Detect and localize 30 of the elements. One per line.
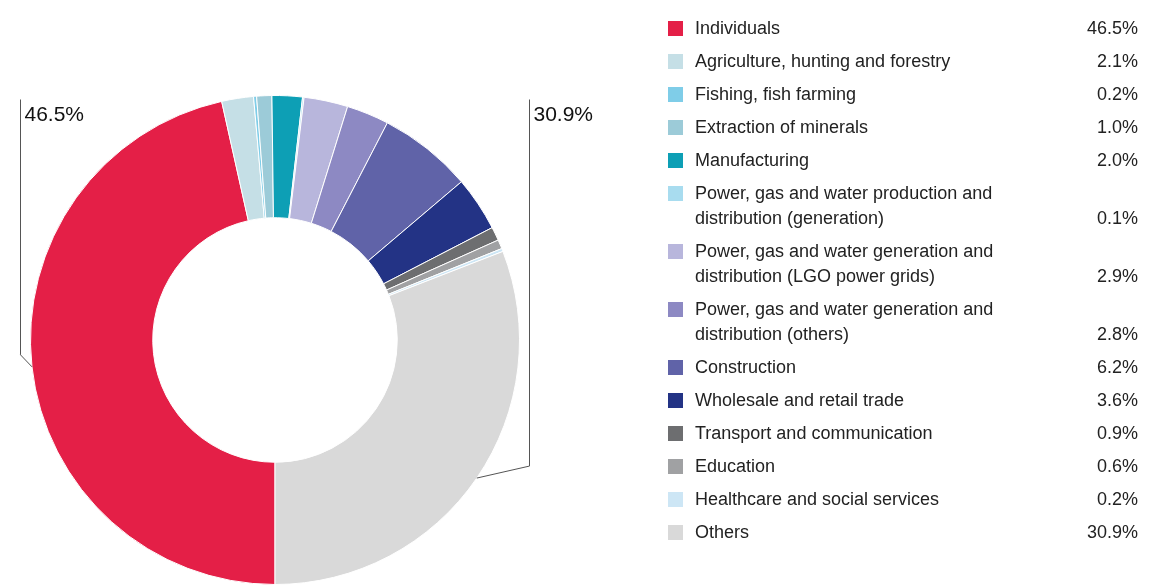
legend-label: Power, gas and water generation and distribution (LGO power grids) <box>695 240 995 288</box>
legend-label: Individuals <box>695 17 782 40</box>
text: 46.5% <box>1086 18 1138 38</box>
legend-label: Construction <box>695 356 798 379</box>
data-label: 6.2% <box>1095 356 1138 379</box>
legend-label: Others <box>695 521 751 544</box>
legend-label: Extraction of minerals <box>695 116 870 139</box>
legend-label: Manufacturing <box>695 149 811 172</box>
data-label: 0.6% <box>1095 455 1138 478</box>
legend-label: Healthcare and social services <box>695 488 941 511</box>
legend-label: Agriculture, hunting and forestry <box>695 50 952 73</box>
data-label: 2.0% <box>1095 149 1138 172</box>
legend-label: Power, gas and water generation and distribution (others) <box>695 298 995 346</box>
legend-label: Fishing, fish farming <box>695 83 858 106</box>
legend-label: Wholesale and retail trade <box>695 389 906 412</box>
legend-label: Education <box>695 455 777 478</box>
data-label: 0.2% <box>1095 488 1138 511</box>
legend-label: Transport and communication <box>695 422 934 445</box>
data-label: 2.9% <box>1095 265 1138 288</box>
legend-label: Power, gas and water production and distribution (generation) <box>695 182 994 230</box>
data-label: 30.9% <box>533 102 594 126</box>
text: 30.9% <box>1086 522 1138 542</box>
data-label: 0.2% <box>1095 83 1138 106</box>
data-label: 0.1% <box>1095 207 1138 230</box>
data-label: 0.9% <box>1095 422 1138 445</box>
data-label: 3.6% <box>1095 389 1138 412</box>
data-label: 2.8% <box>1095 323 1138 346</box>
data-label: 46.5% <box>24 102 85 126</box>
data-label: 1.0% <box>1095 116 1138 139</box>
data-label: 2.1% <box>1095 50 1138 73</box>
